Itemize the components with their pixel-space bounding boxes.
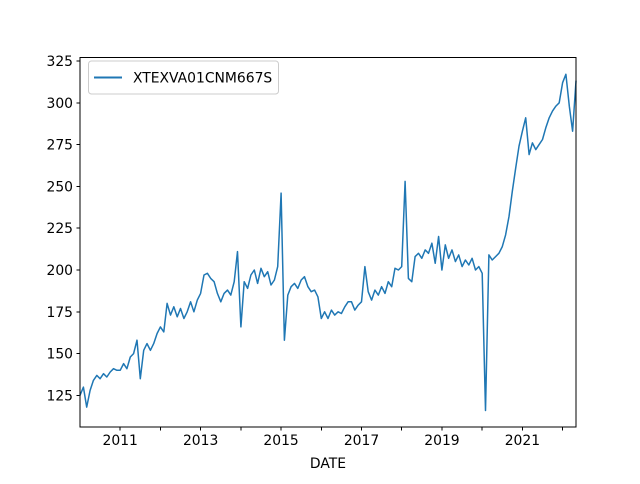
y-tick-label: 275: [46, 138, 73, 154]
x-tick-label: 2017: [344, 433, 379, 449]
x-tick-label: 2021: [505, 433, 540, 449]
x-tick-label: 2019: [424, 433, 459, 449]
y-axis: 125 150 175 200 225 250 275 300 325: [46, 54, 80, 404]
y-tick-label: 150: [46, 347, 73, 363]
axes-spines: [79, 57, 577, 428]
x-axis-label: DATE: [310, 456, 346, 472]
x-tick-label: 2015: [263, 433, 298, 449]
y-tick-label: 250: [46, 179, 73, 195]
y-tick-label: 225: [46, 221, 73, 237]
y-tick-label: 125: [46, 388, 73, 404]
legend-frame: [88, 60, 279, 95]
x-axis: 2011 2013 2015 2017 2019 2021: [103, 427, 564, 449]
y-tick-label: 300: [46, 96, 73, 112]
y-tick-label: 200: [46, 263, 73, 279]
y-tick-label: 175: [46, 305, 73, 321]
y-tick-label: 325: [46, 54, 73, 70]
x-tick-label: 2011: [103, 433, 138, 449]
legend-label: XTEXVA01CNM667S: [133, 71, 272, 87]
data-line: [79, 73, 577, 412]
x-tick-label: 2013: [183, 433, 218, 449]
legend: XTEXVA01CNM667S: [88, 60, 279, 95]
